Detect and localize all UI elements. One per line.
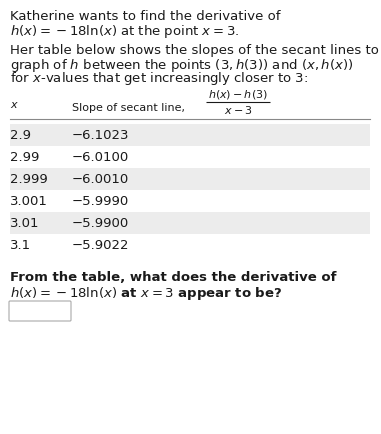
Bar	[10, 213, 370, 234]
Text: 3.001: 3.001	[10, 194, 48, 207]
Text: 3.01: 3.01	[10, 217, 40, 230]
Text: From the table, what does the derivative of: From the table, what does the derivative…	[10, 270, 336, 283]
FancyBboxPatch shape	[9, 301, 71, 321]
Bar	[10, 125, 370, 147]
Text: $h(x) = -18\ln(x)$ at the point $x = 3.$: $h(x) = -18\ln(x)$ at the point $x = 3.$	[10, 23, 239, 40]
Text: Katherine wants to find the derivative of: Katherine wants to find the derivative o…	[10, 10, 280, 23]
Text: Slope of secant line,: Slope of secant line,	[72, 103, 185, 113]
Text: −5.9022: −5.9022	[72, 238, 130, 251]
Text: 2.999: 2.999	[10, 173, 48, 186]
Text: $h(x) = -18\ln(x)$ at $x = 3$ appear to be?: $h(x) = -18\ln(x)$ at $x = 3$ appear to …	[10, 284, 282, 301]
Text: $x - 3$: $x - 3$	[224, 104, 252, 116]
Bar	[10, 169, 370, 191]
Text: 2.99: 2.99	[10, 151, 39, 164]
Text: $x$: $x$	[10, 100, 19, 110]
Text: graph of $h$ between the points $(3, h(3))$ and $(x, h(x))$: graph of $h$ between the points $(3, h(3…	[10, 57, 354, 74]
Text: −6.0010: −6.0010	[72, 173, 129, 186]
Text: −5.9900: −5.9900	[72, 217, 129, 230]
Text: $h(x) - h(3)$: $h(x) - h(3)$	[208, 88, 268, 101]
Text: Her table below shows the slopes of the secant lines to the: Her table below shows the slopes of the …	[10, 44, 381, 57]
Text: −5.9990: −5.9990	[72, 194, 129, 207]
Text: −6.1023: −6.1023	[72, 129, 130, 141]
Text: −6.0100: −6.0100	[72, 151, 129, 164]
Text: 2.9: 2.9	[10, 129, 31, 141]
Text: for $x$-values that get increasingly closer to 3:: for $x$-values that get increasingly clo…	[10, 70, 308, 87]
Text: 3.1: 3.1	[10, 238, 31, 251]
